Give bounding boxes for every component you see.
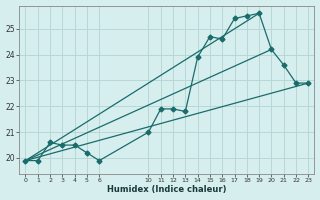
X-axis label: Humidex (Indice chaleur): Humidex (Indice chaleur) — [107, 185, 227, 194]
